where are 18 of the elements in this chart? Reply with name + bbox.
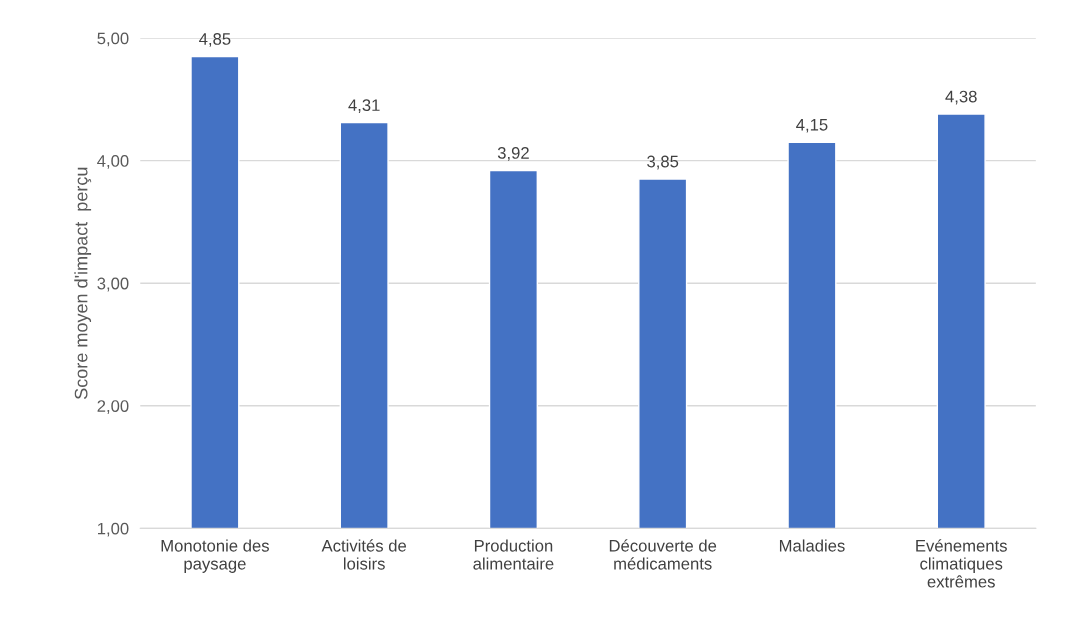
x-tick-label: Maladies: [779, 539, 845, 552]
x-tick-label: Activités de loisirs: [321, 539, 407, 570]
x-tick-label: Production alimentaire: [473, 539, 554, 570]
y-axis-title: Score moyen d'impact perçu: [74, 167, 92, 400]
data-label: 3,85: [647, 155, 679, 170]
x-tick-label: Découverte de médicaments: [609, 539, 717, 570]
data-label: 4,85: [199, 33, 231, 47]
y-tick-label: 4,00: [97, 155, 129, 169]
data-label: 4,38: [945, 90, 977, 105]
y-tick-label: 5,00: [97, 32, 129, 47]
x-tick-label: Monotonie des paysage: [161, 539, 269, 573]
y-tick-label: 1,00: [97, 522, 129, 537]
x-tick-label: Evénements climatiques extrêmes: [916, 539, 1007, 588]
y-tick-label: 2,00: [97, 400, 129, 414]
data-label: 4,31: [348, 99, 380, 113]
data-label: 3,92: [497, 147, 529, 161]
data-label: 4,15: [796, 119, 828, 133]
y-tick-label: 3,00: [97, 277, 129, 292]
